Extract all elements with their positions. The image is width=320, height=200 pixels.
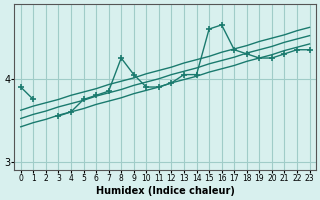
X-axis label: Humidex (Indice chaleur): Humidex (Indice chaleur): [96, 186, 235, 196]
